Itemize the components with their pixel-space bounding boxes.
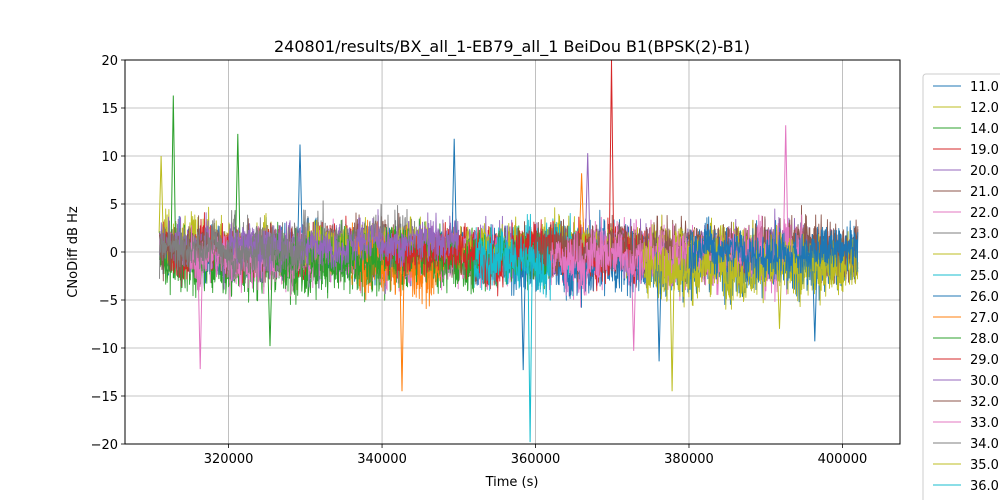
legend-label-27.0: 27.0: [970, 311, 999, 326]
spike-series-27.0: [579, 173, 585, 233]
spike-series-19.0: [609, 60, 614, 233]
legend-label-19.0: 19.0: [970, 143, 999, 158]
legend-label-33.0: 33.0: [970, 416, 999, 431]
spike-series-35.0: [669, 271, 675, 392]
series-line-34.0: [159, 218, 306, 284]
y-tick-label: 20: [101, 54, 118, 69]
series-line-35.0: [642, 224, 859, 310]
legend-label-14.0: 14.0: [970, 122, 999, 137]
legend-label-26.0: 26.0: [970, 290, 999, 305]
spike-series-12.0: [158, 155, 164, 233]
spike-series-14.0: [170, 95, 176, 233]
legend: 11.0 12.0 14.0 19.0 20.0 21.0 22.0 23.0 24.0 25.0…: [922, 73, 1000, 500]
series-line-37.0: [688, 216, 859, 289]
legend-label-20.0: 20.0: [970, 164, 999, 179]
x-axis-label: Time (s): [485, 475, 539, 490]
x-tick-label: 380000: [664, 452, 714, 467]
spike-series-26.0: [451, 138, 457, 233]
y-axis-label: CNoDiff dB Hz: [66, 206, 81, 298]
y-tick-label: −5: [99, 294, 118, 309]
spike-series-25.0: [527, 271, 533, 443]
legend-label-36.0: 36.0: [970, 479, 999, 494]
spike-series-22.0: [197, 271, 203, 370]
spike-series-11.0: [656, 271, 662, 362]
legend-label-35.0: 35.0: [970, 458, 999, 473]
legend-label-12.0: 12.0: [970, 101, 999, 116]
chart-title: 240801/results/BX_all_1-EB79_all_1 BeiDo…: [274, 37, 750, 57]
spike-series-33.0: [631, 271, 637, 351]
x-tick-label: 340000: [357, 452, 407, 467]
legend-label-34.0: 34.0: [970, 437, 999, 452]
y-tick-label: −15: [91, 390, 118, 405]
legend-label-21.0: 21.0: [970, 185, 999, 200]
y-tick-label: 0: [110, 246, 118, 261]
legend-label-23.0: 23.0: [970, 227, 999, 242]
spike-series-14.0: [235, 133, 241, 233]
x-tick-label: 320000: [204, 452, 254, 467]
y-axis: −20 −15 −10 −5 0 5 10 15 20: [91, 54, 125, 453]
legend-box: [922, 73, 1000, 500]
spike-series-11.0: [297, 144, 303, 233]
spike-series-14.0: [267, 271, 273, 347]
legend-label-28.0: 28.0: [970, 332, 999, 347]
legend-label-29.0: 29.0: [970, 353, 999, 368]
spike-series-35.0: [777, 271, 782, 329]
y-tick-label: 15: [101, 102, 118, 117]
spike-series-33.0: [783, 125, 789, 233]
legend-label-24.0: 24.0: [970, 248, 999, 263]
y-tick-label: −10: [91, 342, 118, 357]
series-layer: [158, 60, 859, 443]
series-line-27.0: [350, 219, 444, 310]
legend-label-25.0: 25.0: [970, 269, 999, 284]
x-tick-label: 400000: [818, 452, 868, 467]
legend-label-22.0: 22.0: [970, 206, 999, 221]
x-axis: 320000 340000 360000 380000 400000: [204, 444, 868, 467]
series-line-30.0: [228, 209, 460, 279]
spike-series-26.0: [520, 271, 526, 371]
series-line-33.0: [550, 214, 805, 296]
spike-series-27.0: [399, 271, 405, 392]
y-tick-label: 5: [110, 198, 118, 213]
legend-label-30.0: 30.0: [970, 374, 999, 389]
y-tick-label: 10: [101, 150, 118, 165]
x-tick-label: 360000: [511, 452, 561, 467]
y-tick-label: −20: [91, 438, 118, 453]
legend-label-11.0: 11.0: [970, 80, 999, 95]
series-line-36.0: [473, 226, 552, 301]
spike-series-30.0: [585, 153, 591, 233]
spike-series-26.0: [812, 271, 818, 342]
legend-label-32.0: 32.0: [970, 395, 999, 410]
